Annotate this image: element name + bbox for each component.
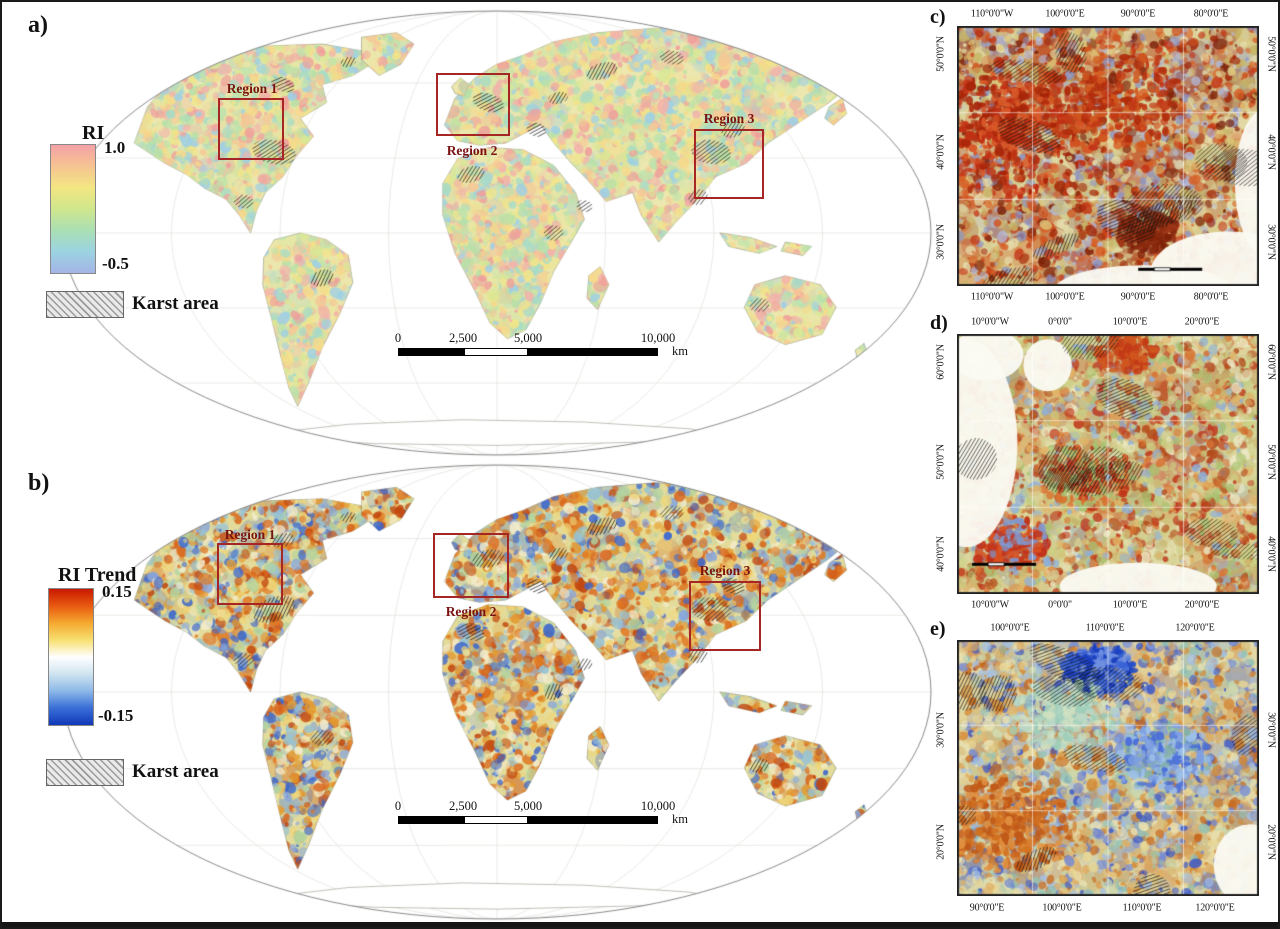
coord-label: 20°0'0"E: [1184, 316, 1220, 328]
coord-label: 90°0'0"E: [1120, 8, 1156, 20]
coord-label: 40°0'0"N: [935, 536, 947, 572]
panel-c-letter: c): [930, 6, 946, 28]
coord-label: 110°0'0"E: [1122, 902, 1162, 914]
scalebar-bar: [398, 348, 658, 356]
scalebar-unit: km: [672, 812, 688, 826]
coord-label: 110°0'0"W: [970, 291, 1014, 303]
karst-area-label-b: Karst area: [132, 761, 219, 782]
coord-label: 110°0'0"E: [1085, 622, 1125, 634]
coord-label: 10°0'0"E: [1112, 599, 1148, 611]
coord-label: 100°0'0"E: [1045, 291, 1085, 303]
scalebar-b: 0 2,500 5,000 10,000 km: [394, 799, 688, 829]
panel-b-letter: b): [28, 470, 50, 496]
scalebar-segment: [399, 349, 464, 355]
region-3-box-b: [689, 581, 761, 651]
coord-label: 120°0'0"E: [1175, 622, 1215, 634]
ri-trend-legend-min: -0.15: [98, 706, 134, 725]
scalebar-tick: 0: [394, 799, 402, 813]
coord-label: 80°0'0"E: [1193, 8, 1229, 20]
scalebar-segment: [463, 349, 528, 355]
coord-label: 90°0'0"E: [969, 902, 1005, 914]
scalebar-a: 0 2,500 5,000 10,000 km: [394, 331, 688, 361]
coord-label: 110°0'0"W: [970, 8, 1014, 20]
scalebar-tick: 5,000: [513, 331, 543, 345]
coord-label: 30°0'0"N: [1265, 712, 1277, 748]
coord-label: 100°0'0"E: [1042, 902, 1082, 914]
coord-label: 10°0'0"W: [971, 599, 1009, 611]
coord-label: 10°0'0"E: [1112, 316, 1148, 328]
scalebar-segment: [399, 817, 464, 823]
ri-legend-title: RI: [82, 122, 105, 144]
coord-label: 40°0'0"N: [1265, 134, 1277, 170]
coord-label: 20°0'0"E: [1184, 599, 1220, 611]
coord-label: 90°0'0"E: [1120, 291, 1156, 303]
coord-label: 50°0'0"N: [1265, 444, 1277, 480]
scalebar-tick: 10,000: [640, 799, 676, 813]
coord-label: 50°0'0"N: [935, 444, 947, 480]
coord-label: 60°0'0"N: [1265, 344, 1277, 380]
scalebar-segment: [528, 817, 657, 823]
karst-area-label-a: Karst area: [132, 293, 219, 314]
ri-legend-min: -0.5: [102, 254, 129, 273]
scalebar-segment: [463, 817, 528, 823]
coord-label: 20°0'0"N: [935, 824, 947, 860]
coord-label: 30°0'0"N: [935, 224, 947, 260]
coord-label: 30°0'0"N: [935, 712, 947, 748]
ri-trend-legend-max: 0.15: [102, 582, 132, 601]
region-3-box-a: [694, 129, 764, 199]
world-map-a: [60, 8, 934, 458]
regional-map-c: [957, 26, 1259, 286]
scalebar-unit: km: [672, 344, 688, 358]
coord-label: 30°0'0"N: [1265, 224, 1277, 260]
region-3-label-a: Region 3: [703, 111, 755, 126]
panel-a-letter: a): [28, 12, 48, 38]
region-3-label-b: Region 3: [699, 563, 751, 578]
scalebar-segment: [528, 349, 657, 355]
region-1-box-a: [218, 98, 284, 160]
coord-label: 10°0'0"W: [971, 316, 1009, 328]
coord-label: 0°0'0": [1048, 599, 1072, 611]
coord-label: 60°0'0"N: [935, 344, 947, 380]
coord-label: 100°0'0"E: [990, 622, 1030, 634]
karst-area-swatch-a: [46, 291, 124, 318]
coord-label: 80°0'0"E: [1193, 291, 1229, 303]
karst-area-swatch-b: [46, 759, 124, 786]
region-2-label-a: Region 2: [446, 143, 498, 158]
regional-map-d: [957, 334, 1259, 594]
scalebar-tick: 2,500: [448, 799, 478, 813]
figure-bottom-border: [2, 922, 1278, 927]
region-1-box-b: [217, 543, 283, 605]
ri-trend-legend-title: RI Trend: [58, 564, 137, 586]
coord-label: 40°0'0"N: [1265, 536, 1277, 572]
region-1-label-a: Region 1: [226, 81, 278, 96]
region-2-label-b: Region 2: [445, 604, 497, 619]
panel-d-letter: d): [930, 312, 948, 334]
ri-legend-gradient: [50, 144, 96, 274]
scalebar-tick: 2,500: [448, 331, 478, 345]
scalebar-tick: 5,000: [513, 799, 543, 813]
coord-label: 50°0'0"N: [935, 36, 947, 72]
scalebar-bar: [398, 816, 658, 824]
coord-label: 20°0'0"N: [1265, 824, 1277, 860]
region-1-label-b: Region 1: [224, 527, 276, 542]
panel-e-letter: e): [930, 618, 946, 640]
coord-label: 120°0'0"E: [1195, 902, 1235, 914]
region-2-box-a: [436, 73, 510, 136]
coord-label: 100°0'0"E: [1045, 8, 1085, 20]
coord-label: 50°0'0"N: [1265, 36, 1277, 72]
world-map-b: [60, 462, 934, 922]
regional-map-e: [957, 640, 1259, 896]
ri-trend-legend-gradient: [48, 588, 94, 726]
coord-label: 40°0'0"N: [935, 134, 947, 170]
scalebar-tick: 10,000: [640, 331, 676, 345]
scalebar-tick: 0: [394, 331, 402, 345]
ri-legend-max: 1.0: [104, 138, 126, 157]
region-2-box-b: [433, 533, 509, 598]
coord-label: 0°0'0": [1048, 316, 1072, 328]
